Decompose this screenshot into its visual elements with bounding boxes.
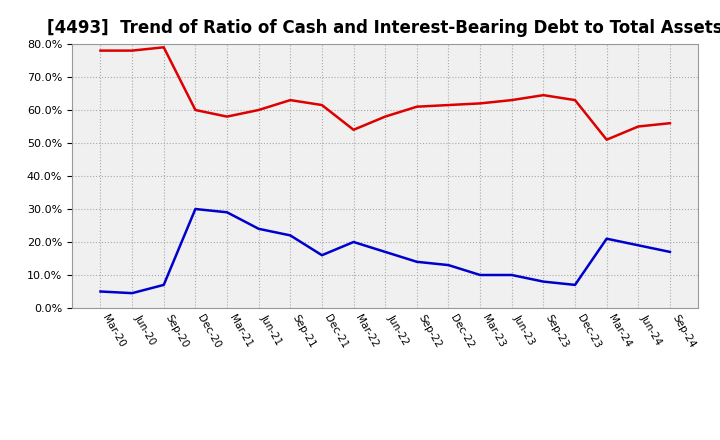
Interest-Bearing Debt: [413, 259, 421, 264]
Cash: [603, 137, 611, 142]
Cash: [571, 97, 580, 103]
Cash: [476, 101, 485, 106]
Cash: [413, 104, 421, 109]
Cash: [127, 48, 136, 53]
Cash: [444, 103, 453, 108]
Cash: [191, 107, 199, 113]
Interest-Bearing Debt: [222, 210, 231, 215]
Interest-Bearing Debt: [603, 236, 611, 241]
Cash: [286, 97, 294, 103]
Line: Interest-Bearing Debt: Interest-Bearing Debt: [101, 209, 670, 293]
Interest-Bearing Debt: [508, 272, 516, 278]
Cash: [159, 44, 168, 50]
Interest-Bearing Debt: [349, 239, 358, 245]
Interest-Bearing Debt: [318, 253, 326, 258]
Cash: [634, 124, 643, 129]
Cash: [318, 103, 326, 108]
Interest-Bearing Debt: [444, 262, 453, 268]
Interest-Bearing Debt: [634, 243, 643, 248]
Cash: [508, 97, 516, 103]
Interest-Bearing Debt: [127, 290, 136, 296]
Cash: [381, 114, 390, 119]
Interest-Bearing Debt: [539, 279, 548, 284]
Interest-Bearing Debt: [381, 249, 390, 254]
Interest-Bearing Debt: [254, 226, 263, 231]
Cash: [222, 114, 231, 119]
Interest-Bearing Debt: [571, 282, 580, 288]
Interest-Bearing Debt: [96, 289, 105, 294]
Interest-Bearing Debt: [191, 206, 199, 212]
Line: Cash: Cash: [101, 47, 670, 139]
Interest-Bearing Debt: [286, 233, 294, 238]
Interest-Bearing Debt: [665, 249, 674, 254]
Cash: [349, 127, 358, 132]
Cash: [665, 121, 674, 126]
Interest-Bearing Debt: [476, 272, 485, 278]
Title: [4493]  Trend of Ratio of Cash and Interest-Bearing Debt to Total Assets: [4493] Trend of Ratio of Cash and Intere…: [48, 19, 720, 37]
Interest-Bearing Debt: [159, 282, 168, 288]
Cash: [96, 48, 105, 53]
Cash: [254, 107, 263, 113]
Cash: [539, 92, 548, 98]
